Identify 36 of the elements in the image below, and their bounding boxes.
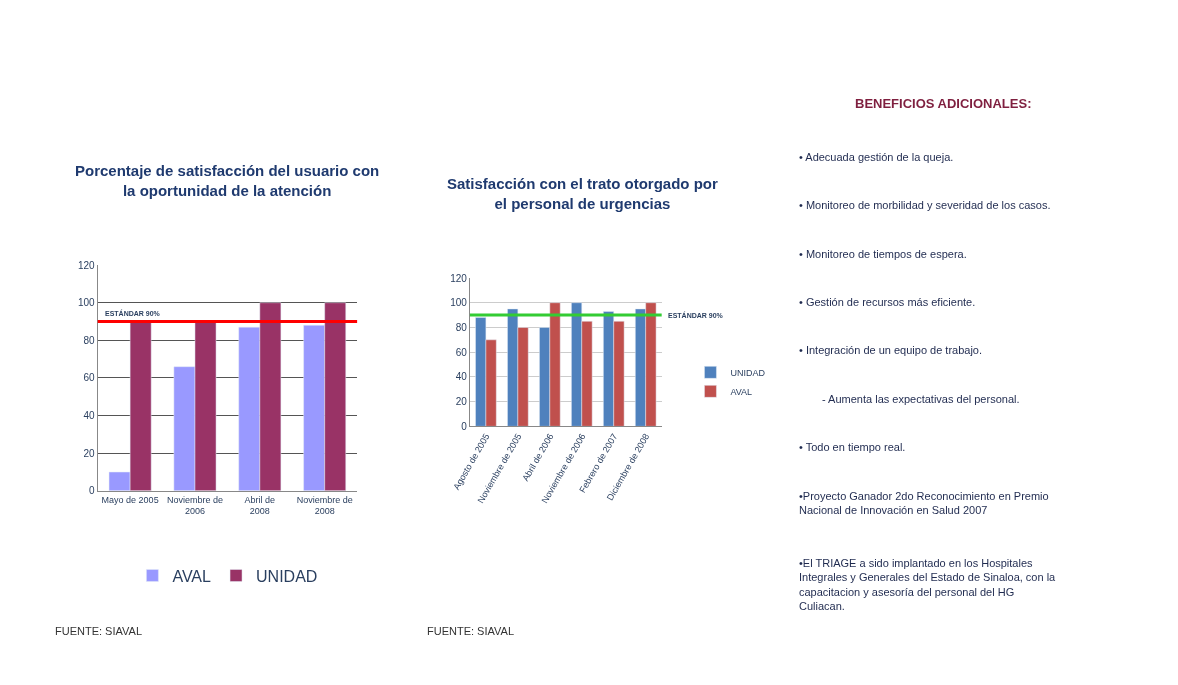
x-tick-label: Noviembre de 2008 [296,494,353,517]
y-tick-label: 80 [83,334,96,346]
y-tick-label: 20 [455,396,468,408]
chart-title: Porcentaje de satisfacción del usuario con la oportunidad de la atención [75,162,380,199]
y-tick-label: 120 [450,272,468,284]
text: • Gestión de recursos más eficiente. [799,296,976,308]
y-tick-label: 0 [461,420,468,432]
y-tick-label: 60 [83,372,96,384]
text: - Aumenta las expectativas del personal. [822,393,1020,405]
text: •Proyecto Ganador 2do Reconocimiento en Premio Nacional de Innovación en Salud 2007 [799,490,1049,517]
text: • Monitoreo de tiempos de espera. [799,248,967,260]
y-tick-label: 100 [450,297,468,309]
y-tick-label: 120 [77,259,96,271]
legend-label: AVAL [730,386,753,397]
x-tick-label: Noviembre de 2006 [166,494,223,517]
y-tick-label: 100 [77,297,96,309]
text: BENEFICIOS ADICIONALES: [855,96,1032,111]
y-tick-label: 80 [455,321,468,333]
chart-title: Satisfacción con el trato otorgado por el personal de urgencias [447,175,719,212]
text: • Adecuada gestión de la queja. [799,151,954,163]
y-tick-label: 40 [83,410,96,422]
legend-label: UNIDAD [256,567,318,585]
text: • Monitoreo de morbilidad y severidad de los casos. [799,199,1051,211]
source-note: FUENTE: SIAVAL [55,625,143,637]
y-tick-label: 40 [455,371,468,383]
x-tick-label: Abril de 2008 [244,494,276,517]
text: • Todo en tiempo real. [799,441,906,453]
text: •El TRIAGE a sido implantado en los Hospitales Integrales y Generales del Estado de Sinaloa, con la capacitacion y asesoría del personal del HG Culiacan. [799,557,1057,612]
legend-label: UNIDAD [730,367,766,378]
text: • Integración de un equipo de trabajo. [799,344,983,356]
source-note: FUENTE: SIAVAL [427,625,515,637]
y-tick-label: 20 [83,447,96,459]
y-tick-label: 60 [455,346,468,358]
y-tick-label: 0 [89,485,96,497]
x-tick-label: Mayo de 2005 [101,494,159,505]
legend-label: AVAL [172,567,212,585]
